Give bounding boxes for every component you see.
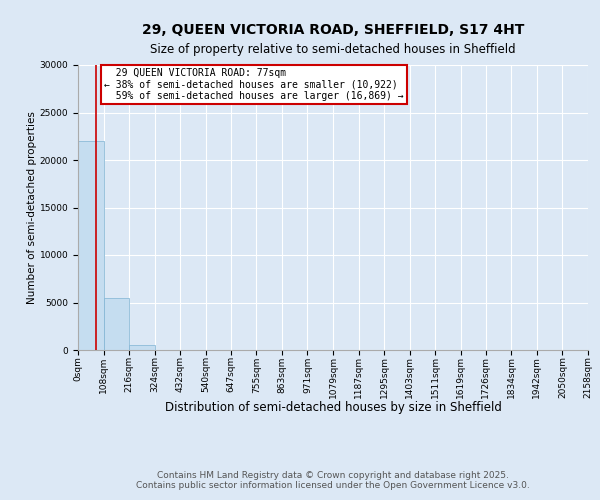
- Text: 29, QUEEN VICTORIA ROAD, SHEFFIELD, S17 4HT: 29, QUEEN VICTORIA ROAD, SHEFFIELD, S17 …: [142, 22, 524, 36]
- Text: 29 QUEEN VICTORIA ROAD: 77sqm
← 38% of semi-detached houses are smaller (10,922): 29 QUEEN VICTORIA ROAD: 77sqm ← 38% of s…: [104, 68, 404, 101]
- Bar: [129, 346, 155, 350]
- Text: Size of property relative to semi-detached houses in Sheffield: Size of property relative to semi-detach…: [150, 42, 516, 56]
- Bar: [104, 298, 129, 350]
- X-axis label: Distribution of semi-detached houses by size in Sheffield: Distribution of semi-detached houses by …: [164, 401, 502, 414]
- Y-axis label: Number of semi-detached properties: Number of semi-detached properties: [27, 111, 37, 304]
- Text: Contains HM Land Registry data © Crown copyright and database right 2025.
Contai: Contains HM Land Registry data © Crown c…: [136, 470, 530, 490]
- Bar: [78, 141, 104, 350]
